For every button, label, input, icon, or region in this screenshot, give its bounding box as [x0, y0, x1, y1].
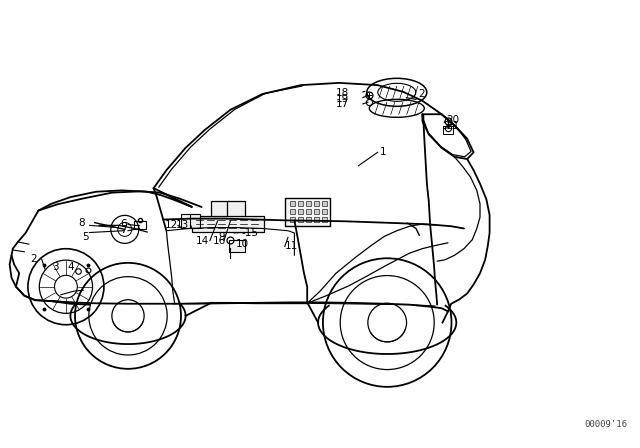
Bar [190, 215, 200, 228]
Text: 2: 2 [30, 254, 36, 264]
Bar [134, 221, 145, 229]
Text: 00009'16: 00009'16 [584, 420, 627, 429]
Text: 2: 2 [419, 89, 425, 99]
Text: 17: 17 [336, 99, 349, 109]
Text: 16: 16 [212, 236, 226, 246]
Text: 6: 6 [120, 219, 127, 229]
Text: 11: 11 [285, 241, 298, 251]
Bar [227, 201, 245, 221]
Bar [285, 198, 330, 226]
Bar [298, 209, 303, 214]
Bar [298, 217, 303, 222]
Bar [306, 217, 311, 222]
Bar [290, 217, 295, 222]
Text: 3: 3 [52, 262, 59, 272]
Text: 8: 8 [79, 218, 85, 228]
Bar [306, 209, 311, 214]
Text: 4: 4 [67, 262, 74, 272]
Bar [443, 126, 453, 134]
Bar [322, 201, 327, 206]
Text: 18: 18 [336, 88, 349, 98]
Text: 12: 12 [164, 220, 178, 230]
Bar [314, 209, 319, 214]
Bar [322, 209, 327, 214]
Text: 21: 21 [446, 121, 460, 131]
Text: 19: 19 [336, 95, 349, 104]
Text: 5: 5 [82, 232, 88, 241]
Bar [290, 209, 295, 214]
Bar [211, 201, 229, 221]
Bar [229, 240, 245, 251]
Bar [298, 201, 303, 206]
Text: 7: 7 [120, 225, 127, 235]
Text: 14: 14 [195, 236, 209, 246]
Bar [290, 201, 295, 206]
Bar [314, 201, 319, 206]
Text: 1: 1 [380, 147, 386, 157]
Text: 20: 20 [446, 115, 460, 125]
Text: 10: 10 [236, 239, 249, 249]
Bar [322, 217, 327, 222]
Bar [181, 215, 191, 228]
Bar [314, 217, 319, 222]
Bar [192, 216, 264, 232]
Text: 13: 13 [176, 220, 189, 230]
Bar [306, 201, 311, 206]
Text: 9: 9 [219, 233, 225, 242]
Text: -15: -15 [241, 228, 259, 238]
